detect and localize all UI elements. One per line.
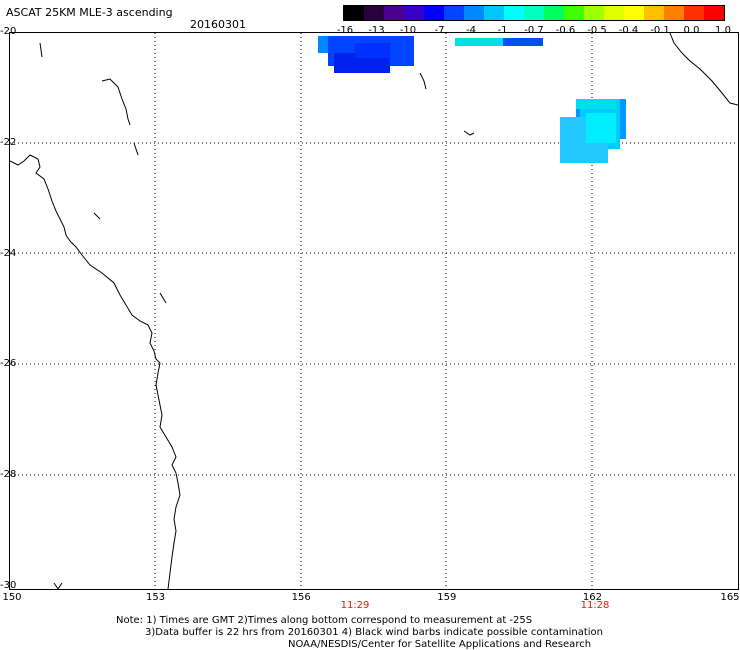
wind-data-swath-north	[318, 36, 543, 73]
footer-credit: NOAA/NESDIS/Center for Satellite Applica…	[288, 639, 592, 650]
color-scale-label: 1.0	[715, 25, 731, 36]
longitude-label: 153	[146, 592, 166, 603]
lat-lon-grid	[10, 33, 738, 589]
color-scale-swatch	[444, 6, 464, 20]
color-scale-swatch	[384, 6, 404, 20]
color-scale-swatch	[404, 6, 424, 20]
coastline-islets	[39, 42, 475, 589]
color-scale-label: -1	[497, 25, 508, 36]
color-scale-label: -4	[466, 25, 476, 36]
latitude-label: -22	[0, 136, 17, 148]
latitude-label: -28	[0, 469, 17, 481]
footer-note-line2: 3)Data buffer is 22 hrs from 20160301 4)…	[145, 627, 603, 638]
color-scale-label: -13	[368, 25, 385, 36]
color-scale-swatch	[544, 6, 564, 20]
latitude-label: -24	[0, 247, 17, 259]
latitude-label: -30	[0, 580, 17, 591]
color-scale-swatch	[484, 6, 504, 20]
color-scale-label: -7	[434, 25, 445, 36]
longitude-label: 162	[582, 592, 602, 603]
longitude-label: 159	[437, 592, 457, 603]
color-scale-swatch	[504, 6, 524, 20]
coastline	[10, 154, 181, 589]
map-date: 20160301	[190, 18, 246, 31]
coastline-island-north	[101, 78, 131, 126]
color-scale-label: -10	[399, 25, 417, 36]
latitude-label: -20	[0, 26, 17, 37]
color-scale-swatch	[664, 6, 684, 20]
longitude-label: 165	[720, 592, 740, 603]
map-title: ASCAT 25KM MLE-3 ascending	[6, 6, 173, 19]
color-scale-swatch	[624, 6, 644, 20]
color-scale-swatch	[684, 6, 704, 20]
color-scale-label: -0.6	[555, 25, 576, 36]
wind-data-swath-east	[560, 99, 626, 163]
color-scale-label: -0.4	[618, 25, 639, 36]
footer-note-line1: Note: 1) Times are GMT 2)Times along bot…	[116, 615, 533, 626]
map-plot-area[interactable]	[9, 32, 739, 590]
color-scale-bar	[343, 5, 725, 21]
color-scale-label: -0.7	[524, 25, 544, 36]
pass-time-label: 11:29	[340, 600, 370, 611]
pass-time-label: 11:28	[580, 600, 610, 611]
color-scale-swatch	[424, 6, 444, 20]
color-scale-swatch	[564, 6, 584, 20]
longitude-label: 156	[291, 592, 311, 603]
color-scale-swatch	[584, 6, 604, 20]
map-canvas	[10, 33, 738, 589]
color-scale-swatch	[364, 6, 384, 20]
coastline-island-east	[669, 33, 738, 106]
color-scale-label: -16	[336, 25, 354, 36]
color-scale-swatch	[704, 6, 724, 20]
color-scale-swatch	[344, 6, 364, 20]
color-scale-label: 0.0	[683, 25, 700, 36]
color-scale-swatch	[604, 6, 624, 20]
color-scale-swatch	[644, 6, 664, 20]
latitude-label: -26	[0, 358, 17, 370]
color-scale-swatch	[464, 6, 484, 20]
color-scale-label: -0.5	[587, 25, 607, 36]
color-scale-label: -0.1	[650, 25, 670, 36]
color-scale-swatch	[524, 6, 544, 20]
longitude-label: 150	[2, 592, 22, 603]
